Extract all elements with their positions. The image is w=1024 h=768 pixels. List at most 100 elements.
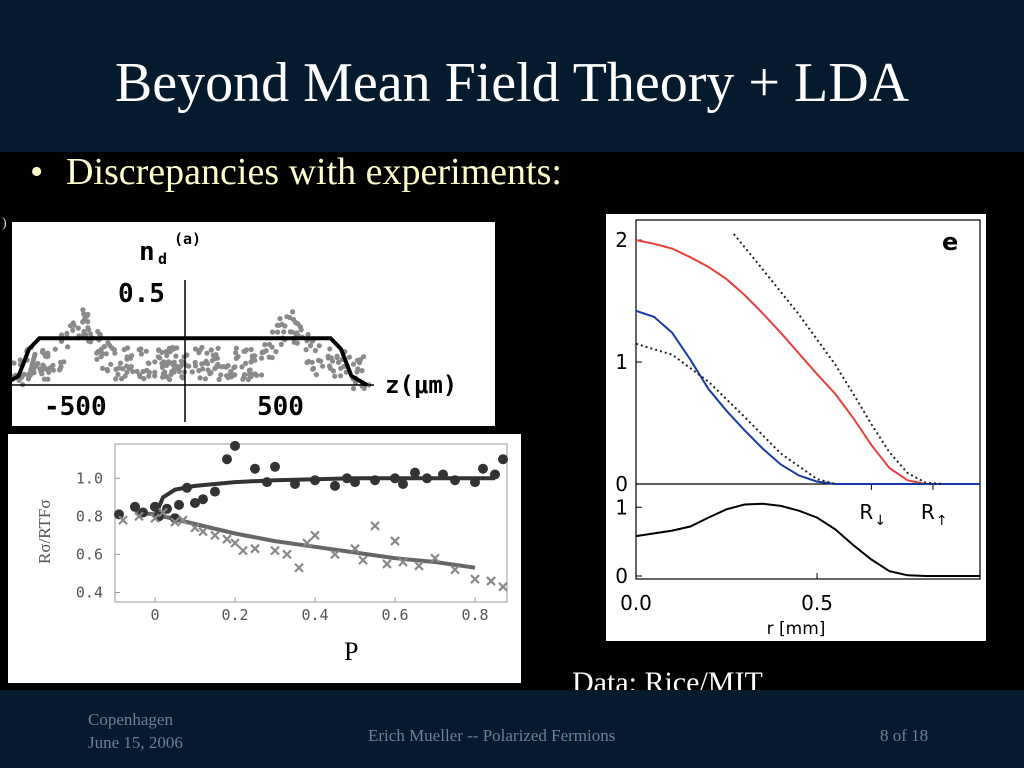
density-theory-curve xyxy=(2,336,368,387)
radius-cross-point xyxy=(330,549,340,560)
radius-dot-point xyxy=(390,473,400,484)
density-data-point xyxy=(309,359,315,365)
radius-dot-point xyxy=(490,469,500,480)
density-data-point xyxy=(71,322,77,328)
radius-cross-point xyxy=(370,521,380,531)
radius-cross-point xyxy=(294,562,304,573)
density-data-point xyxy=(16,377,22,383)
density-data-point xyxy=(144,368,150,374)
footer-page-number: 8 of 18 xyxy=(880,726,929,745)
density-data-point xyxy=(32,351,38,357)
density-data-point xyxy=(212,366,218,372)
radius-cross-point xyxy=(430,553,440,563)
density-data-point xyxy=(293,320,299,326)
density-data-point xyxy=(216,376,222,383)
footer-bar xyxy=(0,690,1024,768)
density-data-point xyxy=(47,365,53,371)
density-data-point xyxy=(350,385,357,392)
density-data-point xyxy=(327,365,333,371)
radius-dot-point xyxy=(410,467,420,478)
density-data-point xyxy=(259,372,265,378)
radius-dot-point xyxy=(270,461,280,472)
density-data-point xyxy=(338,365,344,371)
density-data-point xyxy=(52,346,58,352)
radius-dot-point xyxy=(250,463,260,474)
density-data-point xyxy=(117,360,124,366)
radius-x-tick-label: 0.2 xyxy=(221,606,248,624)
density-data-point xyxy=(85,311,91,318)
density-data-point xyxy=(130,368,136,375)
radius-dot-point xyxy=(130,501,140,512)
density-data-point xyxy=(241,348,247,354)
density-data-point xyxy=(266,341,272,347)
profile-lower-y-tick-label: 0 xyxy=(615,564,628,588)
density-data-point xyxy=(174,345,180,351)
density-title-sup: (a) xyxy=(174,230,201,248)
density-data-point xyxy=(122,373,128,379)
density-data-point xyxy=(128,355,134,361)
density-data-point xyxy=(99,365,106,371)
radius-marker-label: R xyxy=(859,500,873,524)
density-data-point xyxy=(239,364,245,370)
density-data-point xyxy=(192,346,199,352)
density-data-point xyxy=(105,340,111,346)
density-data-point xyxy=(171,359,177,365)
density-data-point xyxy=(171,367,177,373)
radius-dot-point xyxy=(190,498,200,508)
density-data-point xyxy=(196,368,202,374)
density-data-point xyxy=(320,363,326,369)
density-data-point xyxy=(17,357,23,363)
radius-cross-point xyxy=(270,545,280,556)
density-data-point xyxy=(208,347,214,353)
density-data-point xyxy=(163,349,169,355)
density-data-point xyxy=(64,330,70,336)
slide-title: Beyond Mean Field Theory + LDA xyxy=(114,52,910,114)
density-data-point xyxy=(282,323,288,329)
density-data-point xyxy=(240,376,246,382)
profile-figure: 0 1 2 0 1 0.0 0.5 R ↓ R ↑ e r [mm] xyxy=(606,214,986,641)
density-data-point xyxy=(124,369,130,375)
density-data-point xyxy=(179,374,185,380)
density-data-point xyxy=(85,319,91,325)
radius-dot-point xyxy=(450,475,460,486)
density-data-point xyxy=(225,363,231,369)
density-data-point xyxy=(161,359,167,365)
radius-dot-point xyxy=(174,499,184,510)
profile-x-tick-label: 0.0 xyxy=(620,591,652,615)
radius-x-tick-label: 0.8 xyxy=(461,606,488,624)
radius-cross-point xyxy=(150,513,160,524)
density-data-point xyxy=(189,369,195,375)
radius-dot-point xyxy=(182,482,192,493)
density-data-point xyxy=(104,366,110,373)
radius-dot-point xyxy=(342,473,352,484)
radius-cross-point xyxy=(282,549,292,560)
radius-dot-point xyxy=(230,440,240,451)
density-data-point xyxy=(108,361,114,367)
density-data-point xyxy=(338,373,344,379)
density-data-point xyxy=(41,376,47,382)
density-data-point xyxy=(94,356,100,362)
density-data-point xyxy=(215,361,221,367)
density-data-point xyxy=(31,366,37,372)
density-data-point xyxy=(361,354,367,360)
radius-plot-frame xyxy=(114,443,508,603)
density-data-point xyxy=(277,316,283,322)
density-data-point xyxy=(85,325,91,331)
density-data-point xyxy=(249,353,255,359)
footer-presenter: Erich Mueller -- Polarized Fermions xyxy=(368,726,616,745)
density-data-point xyxy=(207,371,213,377)
density-data-point xyxy=(113,376,119,382)
profile-dotted-upper-line xyxy=(733,233,944,485)
density-data-point xyxy=(303,347,309,353)
density-data-point xyxy=(204,350,210,356)
density-data-point xyxy=(33,362,40,368)
density-data-point xyxy=(160,371,166,377)
density-data-point xyxy=(81,311,87,317)
density-data-point xyxy=(156,347,162,353)
radius-dot-point xyxy=(210,486,220,497)
bullet-item: • Discrepancies with experiments: xyxy=(30,150,562,194)
profile-blue-line xyxy=(635,309,980,485)
density-data-point xyxy=(152,359,158,365)
profile-y-tick-label: 2 xyxy=(615,228,628,252)
density-data-point xyxy=(241,372,248,378)
